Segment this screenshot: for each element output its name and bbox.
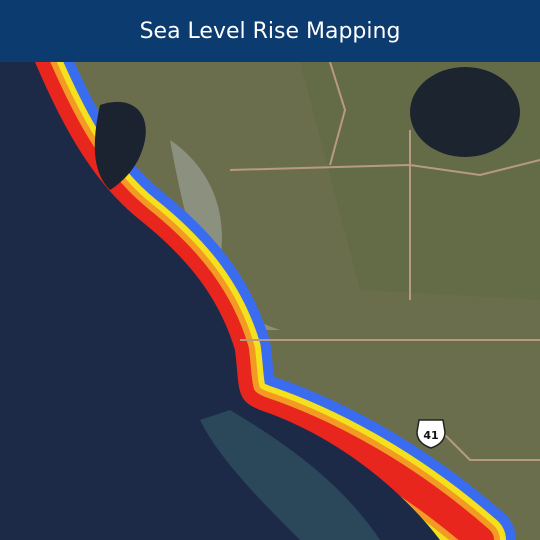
title-bar: Sea Level Rise Mapping (0, 0, 540, 62)
shield-label: 41 (423, 429, 438, 442)
ocean-overlay (0, 62, 440, 540)
route-shield: 41 (416, 419, 446, 449)
road (439, 429, 540, 461)
urban-area (170, 140, 280, 330)
harbor (94, 101, 146, 190)
shallows (200, 410, 380, 540)
road (229, 159, 540, 177)
shield-shape (416, 419, 446, 449)
lake (410, 67, 520, 157)
roads (229, 62, 540, 461)
title: Sea Level Rise Mapping (139, 18, 401, 44)
road (329, 62, 347, 166)
map: 41 (0, 62, 540, 540)
